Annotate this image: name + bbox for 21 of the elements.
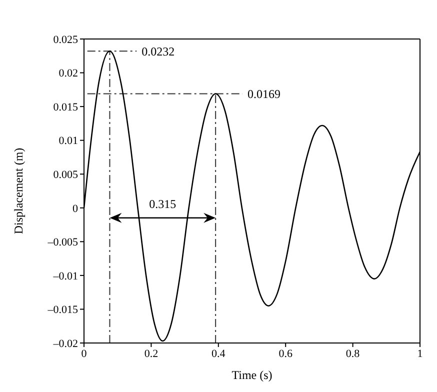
y-axis-title: Displacement (m) <box>11 148 26 234</box>
annotation: 0.315 <box>149 196 176 211</box>
y-tick-label: –0.01 <box>52 270 78 282</box>
y-tick-label: 0.015 <box>53 101 78 114</box>
y-tick-label: 0.005 <box>53 169 78 182</box>
y-tick-label: 0.025 <box>53 34 78 46</box>
y-tick-label: –0.005 <box>46 236 78 249</box>
x-tick-label: 0.6 <box>278 348 293 360</box>
x-tick-label: 1 <box>417 348 423 360</box>
x-tick-label: 0.8 <box>346 348 360 360</box>
ref-line-label: 0.0232 <box>142 44 175 58</box>
x-axis-title: Time (s) <box>232 368 272 382</box>
ref-line-label: 0.0169 <box>247 86 280 101</box>
x-tick-label: 0.2 <box>144 348 158 360</box>
y-tick-label: –0.02 <box>52 338 78 350</box>
y-tick-label: 0.01 <box>58 135 78 148</box>
y-tick-label: 0 <box>72 202 78 215</box>
x-tick-label: 0.4 <box>212 348 226 360</box>
x-tick-label: 0 <box>81 348 88 360</box>
y-tick-label: –0.015 <box>46 304 78 316</box>
y-tick-label: 0.02 <box>58 68 78 80</box>
